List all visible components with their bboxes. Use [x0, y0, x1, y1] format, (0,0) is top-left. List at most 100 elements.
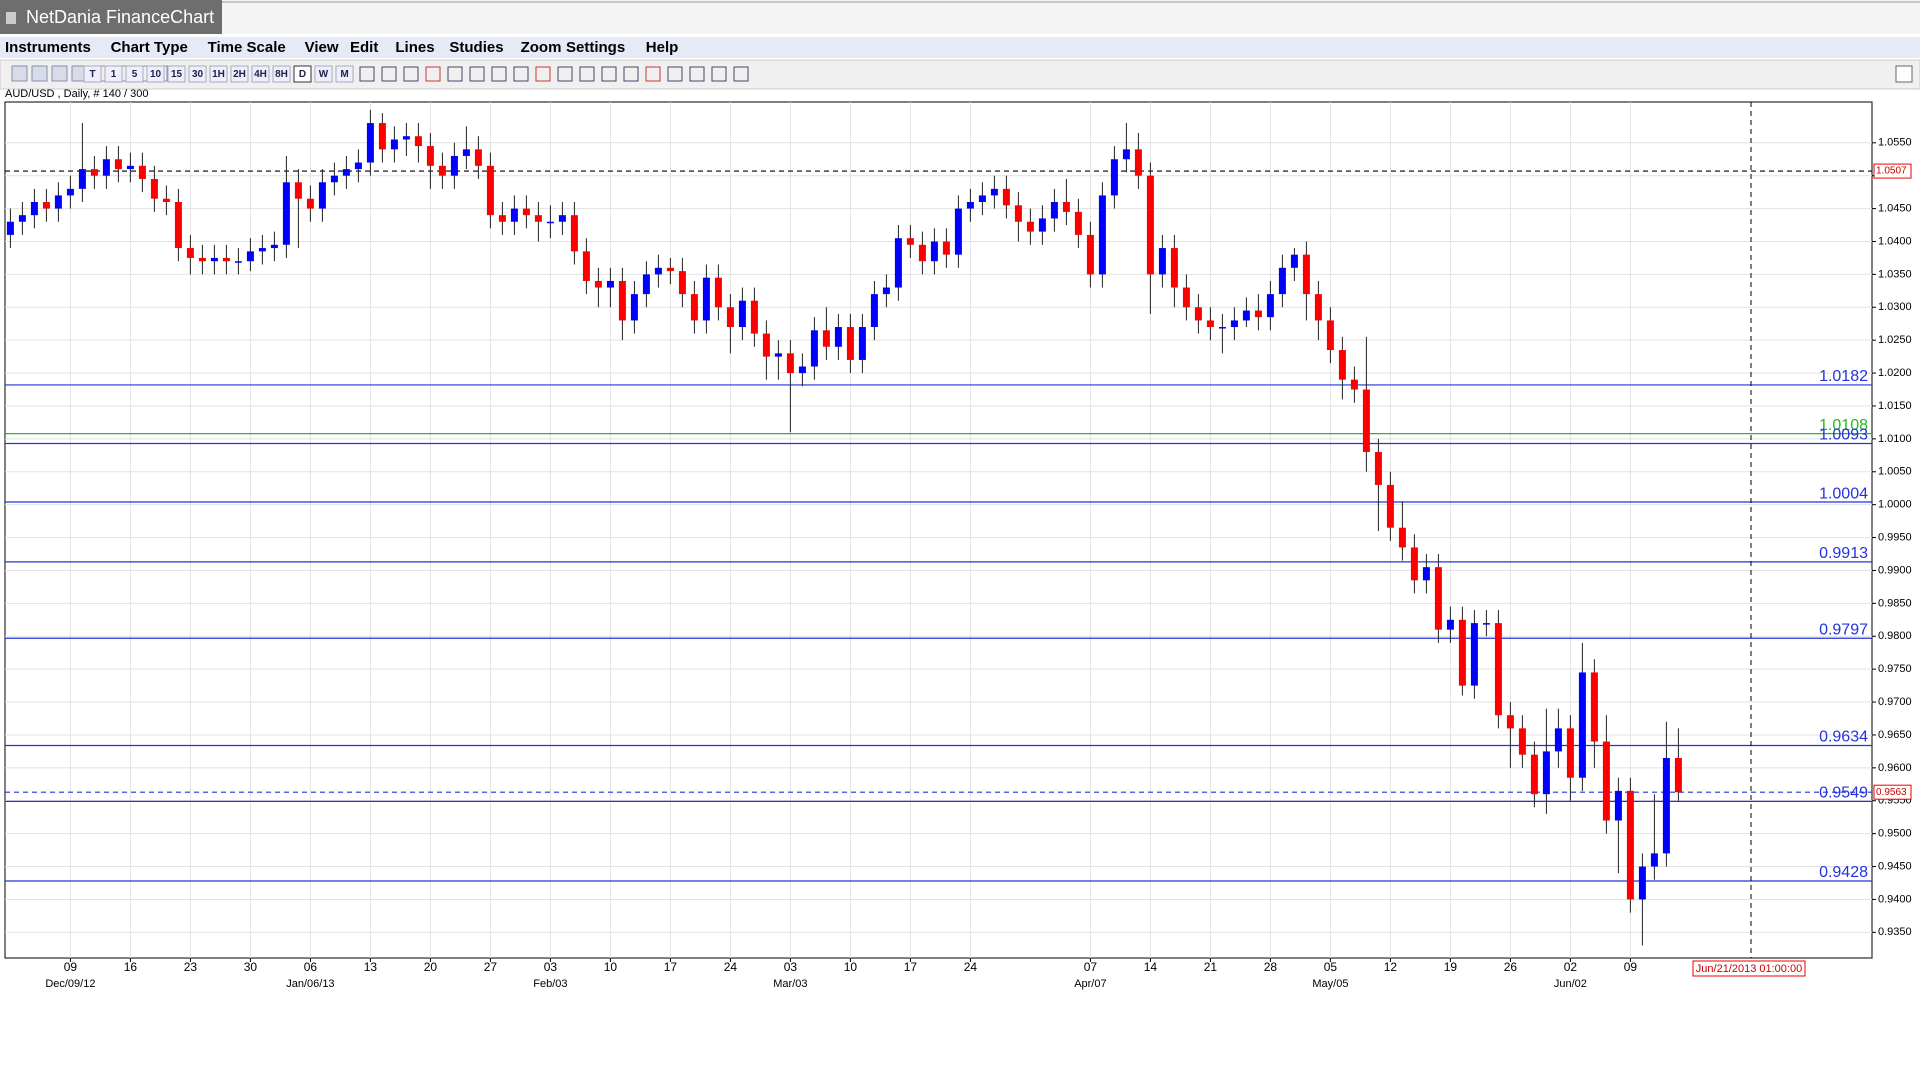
menu-item[interactable]: Instruments	[5, 39, 91, 56]
candle-body	[1194, 307, 1202, 321]
tool-icon[interactable]	[535, 66, 551, 82]
menu-item[interactable]: Studies	[449, 39, 503, 56]
menu-item[interactable]: View	[305, 39, 339, 56]
candle-body	[1566, 728, 1574, 778]
x-tick-label: 12	[1384, 960, 1398, 974]
candle-body	[1038, 218, 1046, 232]
y-tick-label: 0.9850	[1878, 597, 1912, 609]
candle-body	[1386, 484, 1394, 528]
timescale-label[interactable]: 5	[132, 69, 138, 80]
tool-icon[interactable]	[645, 66, 661, 82]
y-tick-label: 0.9900	[1878, 564, 1912, 576]
menu-item[interactable]: Lines	[395, 39, 434, 56]
tool-icon[interactable]	[469, 66, 485, 82]
y-tick-label: 1.0050	[1878, 466, 1912, 478]
candle-body	[702, 277, 710, 321]
timescale-button[interactable]	[104, 65, 123, 83]
timescale-button[interactable]	[83, 65, 102, 83]
tool-icon[interactable]	[579, 66, 595, 82]
labels: 0.93500.94000.94500.95000.95500.96000.96…	[45, 137, 1911, 990]
tool-icon[interactable]	[31, 65, 48, 82]
candle-body	[90, 169, 98, 176]
timescale-button[interactable]	[293, 65, 312, 83]
timescale-label[interactable]: 1H	[212, 69, 225, 80]
candle-body	[570, 215, 578, 252]
candle-body	[162, 198, 170, 203]
candle-body	[1602, 741, 1610, 821]
candle-body	[1590, 672, 1598, 742]
candle-body	[246, 251, 254, 262]
candle-body	[1086, 234, 1094, 275]
x-tick-label: 16	[124, 960, 138, 974]
tool-icon[interactable]	[667, 66, 683, 82]
candle-body	[642, 274, 650, 295]
x-tick-label: 06	[304, 960, 318, 974]
candle-body	[126, 165, 134, 170]
candle-body	[1422, 567, 1430, 581]
menu-item[interactable]: Settings	[566, 39, 625, 56]
candle-body	[354, 162, 362, 170]
timescale-label[interactable]: 4H	[254, 69, 267, 80]
timescale-label[interactable]: M	[340, 69, 348, 80]
timescale-button[interactable]	[230, 65, 249, 83]
timescale-label[interactable]: 10	[150, 69, 162, 80]
timescale-button[interactable]	[314, 65, 333, 83]
timescale-button[interactable]	[251, 65, 270, 83]
tool-icon[interactable]	[11, 65, 28, 82]
x-period-label: Mar/03	[773, 978, 807, 990]
tool-icon[interactable]	[689, 66, 705, 82]
timescale-button[interactable]	[167, 65, 186, 83]
candle-body	[1266, 294, 1274, 318]
tool-icon[interactable]	[381, 66, 397, 82]
candle-body	[990, 188, 998, 196]
timescale-label[interactable]: W	[319, 69, 329, 80]
candle-body	[330, 175, 338, 183]
level-label: 1.0182	[1819, 368, 1868, 385]
candle-body	[1326, 320, 1334, 351]
menu-item[interactable]: Chart Type	[111, 39, 188, 56]
candle-body	[1638, 866, 1646, 900]
candle-body	[18, 215, 26, 222]
timescale-button[interactable]	[209, 65, 228, 83]
timescale-button[interactable]	[125, 65, 144, 83]
menu-item[interactable]: Edit	[350, 39, 378, 56]
menu-item[interactable]: Help	[646, 39, 679, 56]
menu-item[interactable]: Zoom	[521, 39, 562, 56]
timescale-button[interactable]	[188, 65, 207, 83]
candle-body	[174, 202, 182, 249]
y-tick-label: 1.0000	[1878, 499, 1912, 511]
tool-icon[interactable]	[425, 66, 441, 82]
tool-icon[interactable]	[403, 66, 419, 82]
timescale-button[interactable]	[335, 65, 354, 83]
tool-icon[interactable]	[359, 66, 375, 82]
tool-icon[interactable]	[557, 66, 573, 82]
tool-icon[interactable]	[601, 66, 617, 82]
timescale-button[interactable]	[146, 65, 165, 83]
timescale-label[interactable]: 8H	[275, 69, 288, 80]
tool-icon[interactable]	[623, 66, 639, 82]
timescale-button[interactable]	[272, 65, 291, 83]
tool-icon[interactable]	[733, 66, 749, 82]
timescale-label[interactable]: D	[299, 69, 306, 80]
timescale-label[interactable]: 30	[192, 69, 204, 80]
candle-body	[1410, 547, 1418, 581]
timescale-label[interactable]: T	[89, 69, 95, 80]
y-tick-label: 0.9700	[1878, 696, 1912, 708]
candle-body	[810, 330, 818, 367]
candle-body	[150, 178, 158, 199]
timescale-label[interactable]: 2H	[233, 69, 246, 80]
tool-icon[interactable]	[447, 66, 463, 82]
timescale-label[interactable]: 15	[171, 69, 183, 80]
y-tick-label: 1.0550	[1878, 137, 1912, 149]
tool-icon[interactable]	[513, 66, 529, 82]
tool-icon[interactable]	[491, 66, 507, 82]
tool-icon[interactable]	[51, 65, 68, 82]
candle-body	[762, 333, 770, 357]
x-period-label: Feb/03	[533, 978, 567, 990]
timescale-label[interactable]: 1	[111, 69, 117, 80]
menu-item[interactable]: Time Scale	[208, 39, 286, 56]
tool-icon[interactable]	[711, 66, 727, 82]
candle-body	[918, 244, 926, 262]
resize-button[interactable]	[1895, 65, 1913, 83]
candle-body	[594, 280, 602, 288]
